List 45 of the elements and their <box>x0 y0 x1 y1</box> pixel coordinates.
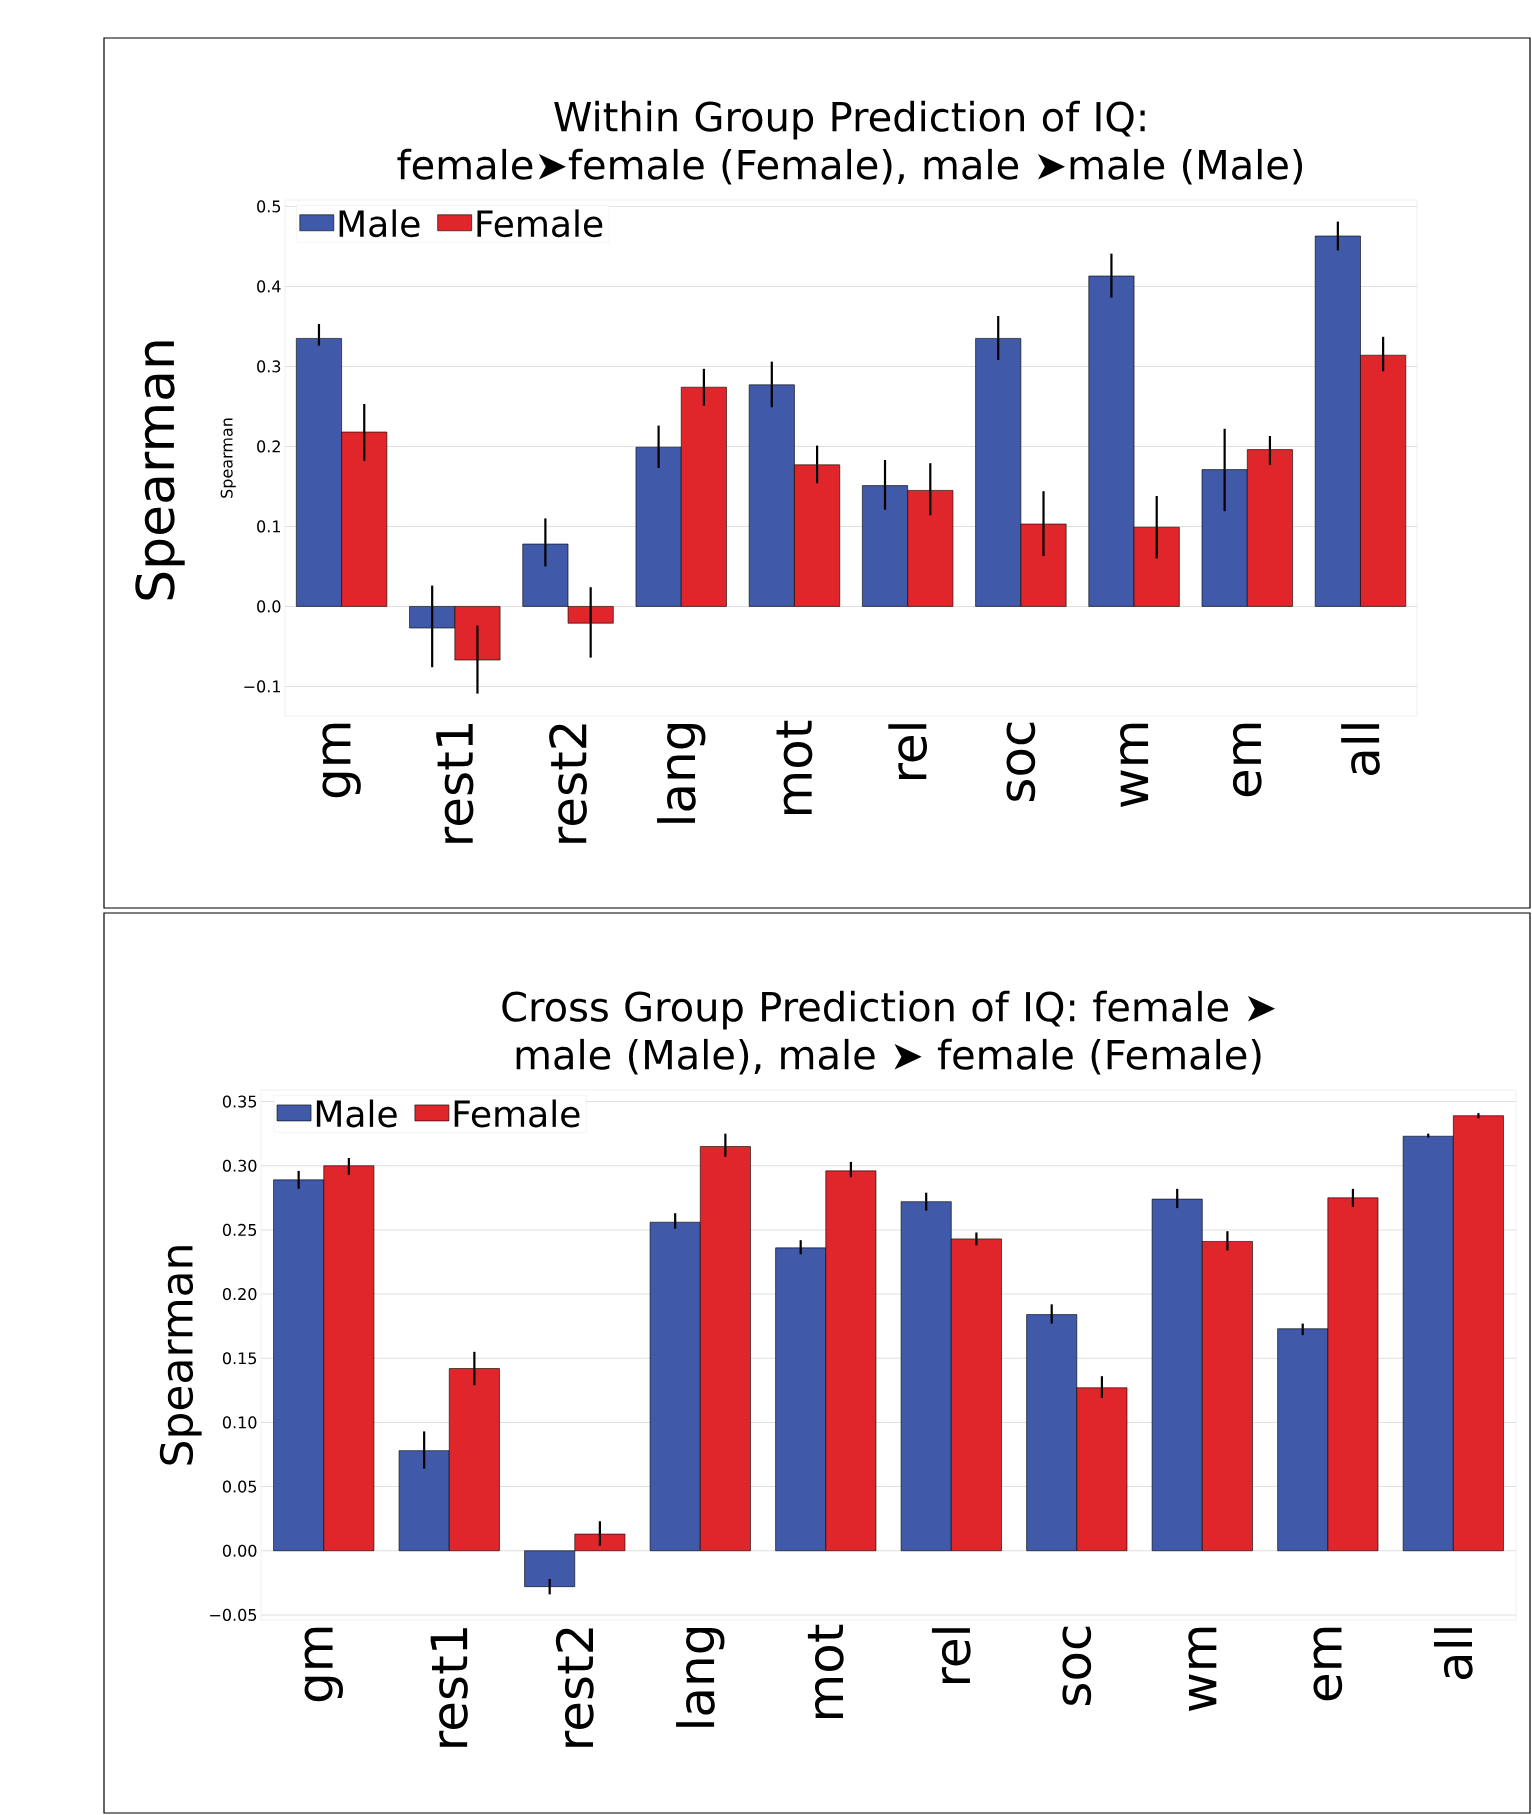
x-tick-label: em <box>1313 1627 1343 1701</box>
x-tick-label: rest2 <box>555 1628 594 1747</box>
legend-label: Female <box>454 1099 580 1128</box>
x-tick-label: lang <box>657 724 706 823</box>
y-tick-label: 0.5 <box>257 200 281 213</box>
x-tick-label: gm <box>304 1627 343 1702</box>
y-tick-label: 0.2 <box>257 440 280 453</box>
chart-title: Cross Group Prediction of IQ: female ➤ male (Male), male ➤ female (Female) <box>502 990 1276 1075</box>
y-tick-label: 0.1 <box>257 520 280 533</box>
y-tick-label: 0.30 <box>222 1159 257 1172</box>
x-tick-label: soc <box>1062 1626 1092 1705</box>
y-tick-label: 0.35 <box>222 1095 257 1108</box>
y-tick-label: 0.20 <box>222 1288 257 1301</box>
x-tick-label: rel <box>931 1628 971 1684</box>
x-tick-label: lang <box>676 1628 725 1727</box>
y-tick-label: −0.1 <box>244 680 281 693</box>
x-tick-label: rest1 <box>436 724 474 843</box>
y-tick-label: 0.10 <box>222 1416 257 1429</box>
y-tick-label: 0.15 <box>222 1352 257 1365</box>
legend-label: Female <box>477 209 603 238</box>
x-tick-label: all <box>1341 724 1380 775</box>
x-tick-label: wm <box>1188 1627 1217 1712</box>
y-tick-label: 0.00 <box>222 1544 257 1557</box>
legend-label: Male <box>316 1099 397 1128</box>
y-tick-label: −0.05 <box>210 1608 257 1621</box>
y-tick-label: 0.25 <box>222 1223 257 1236</box>
x-tick-label: rest2 <box>549 724 587 843</box>
x-tick-label: soc <box>1006 722 1036 801</box>
x-tick-label: gm <box>322 723 361 798</box>
x-tick-label: mot <box>776 720 813 814</box>
x-tick-label: rest1 <box>430 1628 468 1747</box>
legend-label: Male <box>339 209 420 238</box>
y-tick-label: 0.05 <box>222 1480 257 1493</box>
x-tick-label: mot <box>807 1624 844 1718</box>
y-tick-label: 0.4 <box>257 280 281 293</box>
y-axis-title: Spearman <box>220 418 236 498</box>
x-tick-label: rel <box>888 724 927 780</box>
y-tick-label: 0.0 <box>257 600 281 613</box>
y-tick-label: 0.3 <box>257 360 281 373</box>
x-tick-label: em <box>1232 723 1262 797</box>
chart-title: Within Group Prediction of IQ: female➤female (Female), male ➤male (Male) <box>397 100 1303 185</box>
x-tick-label: all <box>1433 1628 1473 1679</box>
x-tick-label: wm <box>1120 723 1149 808</box>
text: Spearman <box>135 341 185 600</box>
y-axis-title: Spearman <box>159 1246 202 1465</box>
